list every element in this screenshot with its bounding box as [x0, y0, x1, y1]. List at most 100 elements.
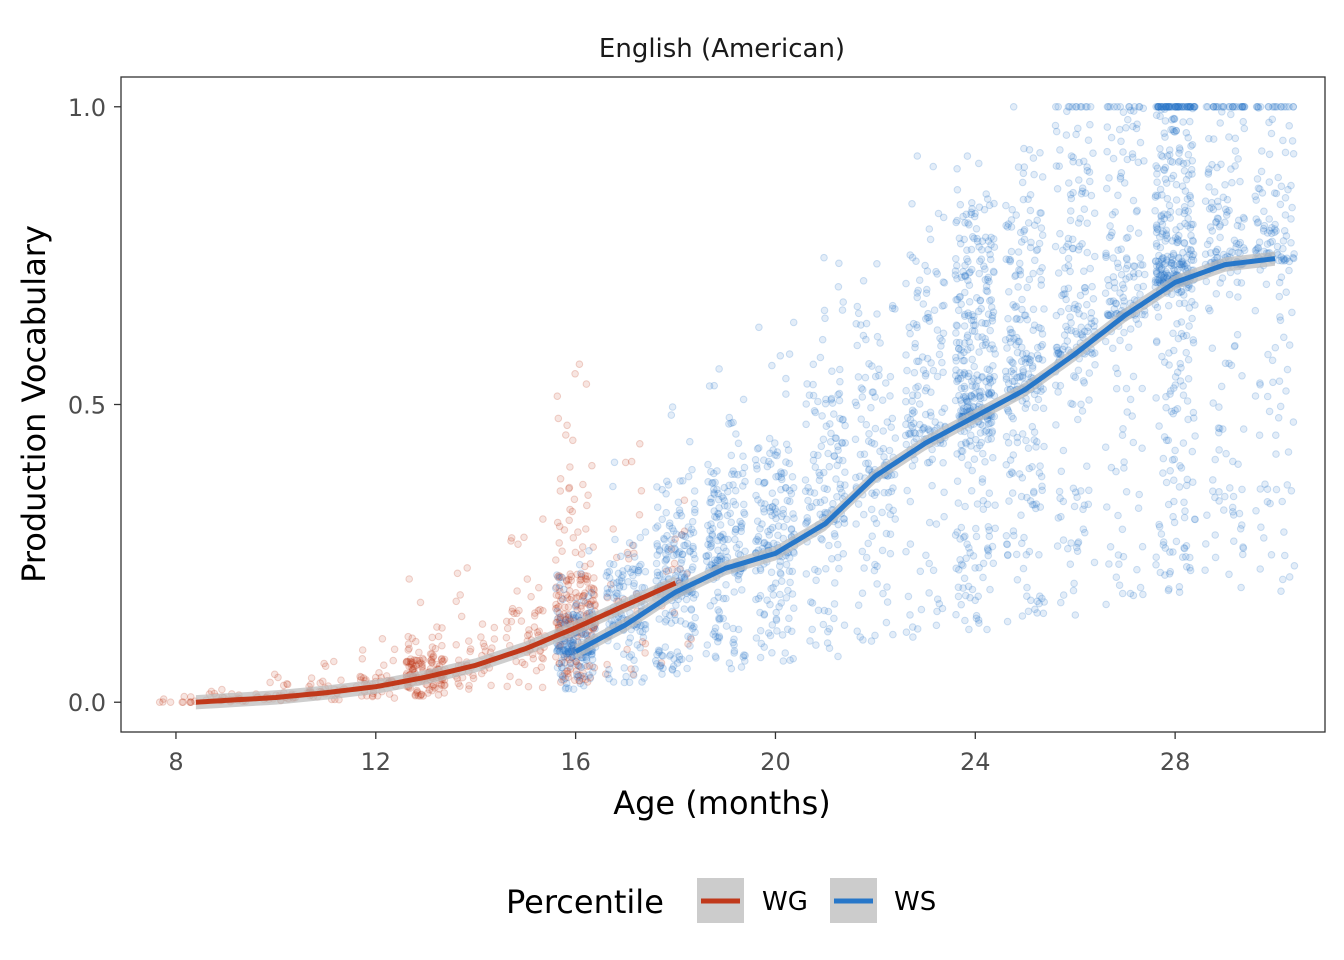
point-ws — [553, 571, 561, 579]
point-ws — [804, 496, 812, 505]
point-ws — [1231, 134, 1240, 143]
point-ws — [711, 652, 720, 661]
point-wg — [330, 657, 338, 666]
point-ws — [820, 253, 828, 262]
point-ws — [763, 462, 772, 471]
point-ws — [668, 665, 677, 673]
point-ws — [957, 346, 965, 354]
point-ws — [1184, 207, 1192, 215]
point-ws — [1038, 231, 1047, 239]
point-ws — [641, 621, 650, 629]
point-ws — [1273, 242, 1282, 251]
point-wg — [566, 595, 574, 604]
point-ws — [1180, 103, 1189, 111]
point-ws — [967, 392, 976, 400]
point-ws — [963, 246, 971, 254]
point-wg — [560, 669, 569, 678]
point-ws — [729, 497, 738, 506]
point-ws — [953, 261, 961, 270]
point-ws — [612, 589, 621, 597]
point-ws — [1219, 425, 1227, 433]
point-ws — [1119, 552, 1128, 561]
point-ws — [963, 152, 972, 160]
point-ws — [1123, 408, 1131, 416]
point-ws — [905, 323, 914, 332]
point-ws — [1159, 454, 1168, 463]
point-wg — [556, 475, 565, 483]
point-ws — [972, 225, 981, 233]
point-ws — [868, 362, 876, 370]
point-wg — [582, 575, 591, 584]
point-ws — [786, 497, 794, 506]
point-ws — [769, 591, 778, 599]
point-ws — [719, 594, 728, 603]
point-wg — [465, 681, 473, 690]
point-wg — [508, 607, 516, 616]
point-ws — [1029, 154, 1038, 162]
point-wg — [419, 692, 428, 700]
point-ws — [653, 483, 661, 491]
point-ws — [972, 382, 981, 390]
point-ws — [676, 565, 685, 574]
point-ws — [1162, 392, 1170, 401]
point-ws — [1009, 301, 1017, 309]
point-wg — [553, 618, 561, 627]
point-ws — [673, 648, 682, 656]
point-ws — [559, 650, 568, 659]
point-ws — [988, 311, 997, 320]
point-ws — [754, 532, 763, 541]
plot-panel — [120, 76, 1326, 733]
point-ws — [739, 482, 747, 490]
point-wg — [187, 698, 195, 707]
point-ws — [857, 384, 866, 392]
point-ws — [653, 650, 661, 659]
point-ws — [658, 670, 666, 678]
point-ws — [835, 396, 844, 405]
x-tick-label: 8 — [168, 748, 183, 776]
point-ws — [982, 190, 991, 198]
point-ws — [730, 588, 739, 596]
point-ws — [1014, 163, 1023, 171]
point-ws — [677, 559, 685, 567]
point-wg — [565, 655, 574, 664]
point-ws — [1118, 525, 1127, 534]
point-ws — [988, 429, 996, 437]
point-ws — [653, 568, 662, 577]
point-ws — [954, 306, 963, 315]
point-ws — [1210, 188, 1219, 196]
point-ws — [886, 549, 895, 558]
point-ws — [886, 372, 895, 381]
point-wg — [575, 360, 584, 369]
point-ws — [911, 429, 920, 438]
point-ws — [662, 508, 671, 517]
point-ws — [673, 550, 681, 559]
point-ws — [934, 209, 943, 218]
point-ws — [1255, 431, 1264, 440]
point-wg — [375, 669, 383, 677]
point-ws — [772, 608, 781, 617]
point-ws — [734, 550, 743, 558]
point-ws — [603, 568, 612, 577]
point-ws — [1251, 392, 1260, 400]
point-ws — [988, 303, 996, 312]
point-ws — [560, 585, 568, 594]
point-ws — [1134, 504, 1143, 513]
point-ws — [1077, 189, 1086, 198]
point-ws — [1129, 372, 1138, 381]
point-ws — [713, 556, 722, 564]
point-wg — [418, 654, 427, 663]
point-ws — [724, 535, 732, 544]
point-ws — [961, 502, 969, 511]
point-ws — [656, 571, 664, 580]
point-ws — [652, 660, 661, 668]
point-wg — [440, 689, 449, 697]
point-ws — [832, 434, 841, 443]
point-ws — [780, 469, 788, 477]
point-wg — [552, 583, 561, 592]
point-ws — [1277, 273, 1286, 282]
point-ws — [659, 570, 667, 578]
point-ws — [922, 289, 931, 298]
point-ws — [778, 475, 786, 484]
point-ws — [630, 579, 639, 588]
point-ws — [572, 611, 581, 620]
